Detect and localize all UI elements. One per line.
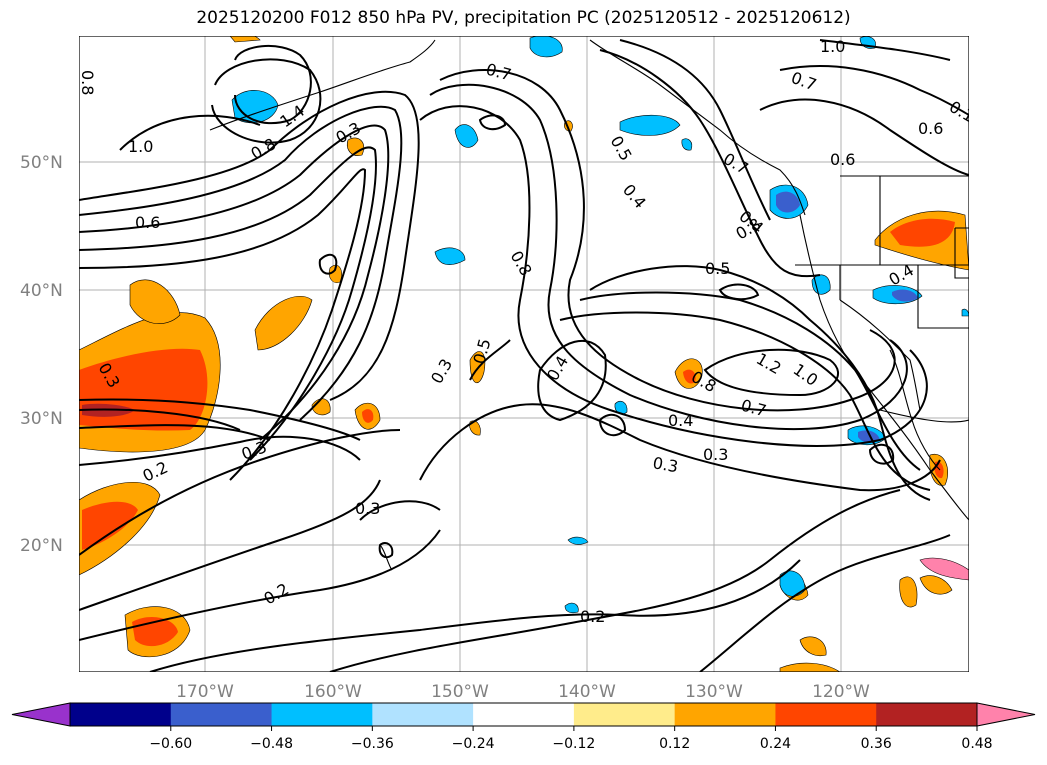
- colorbar-tick-label: 0.48: [961, 736, 992, 752]
- colorbar-segment: [70, 703, 172, 726]
- colorbar-extend-min: [11, 702, 71, 727]
- colorbar-segment: [876, 703, 978, 726]
- precip-positive: [79, 36, 969, 672]
- lon-label: 160°W: [304, 682, 362, 702]
- colorbar-extend-max: [976, 702, 1036, 727]
- lon-label: 130°W: [685, 682, 743, 702]
- contour-label: 0.6: [135, 213, 160, 232]
- colorbar-tick-label: −0.48: [250, 736, 293, 752]
- colorbar-segment: [775, 703, 877, 726]
- colorbar-tick-label: 0.36: [861, 736, 892, 752]
- gridlines: [79, 36, 969, 672]
- colorbar-segment: [674, 703, 776, 726]
- colorbar-segment: [473, 703, 575, 726]
- lat-label: 40°N: [20, 281, 63, 301]
- map-title: 2025120200 F012 850 hPa PV, precipitatio…: [196, 8, 851, 28]
- colorbar-ticks: −0.60 −0.48 −0.36 −0.24 −0.12 0.12 0.24 0.36 0.4…: [149, 726, 993, 752]
- lon-label: 120°W: [812, 682, 870, 702]
- coastline: [209, 39, 969, 571]
- lon-label: 150°W: [431, 682, 489, 702]
- lat-label: 30°N: [20, 409, 63, 429]
- colorbar-tick-label: 0.12: [659, 736, 690, 752]
- contour-label: 0.4: [668, 411, 693, 430]
- colorbar-segment: [271, 703, 373, 726]
- contour-label: 0.6: [830, 150, 855, 169]
- lat-labels: 50°N 40°N 30°N 20°N: [20, 153, 63, 556]
- contour-label: 0.2: [580, 607, 605, 626]
- lon-label: 170°W: [176, 682, 234, 702]
- contour-label: 0.3: [651, 453, 679, 476]
- lon-labels: 170°W 160°W 150°W 140°W 130°W 120°W: [176, 682, 870, 702]
- map-panel: 1.0 0.7 0.8 1.4 0.8 0.3 1.0 0.6 0.7 0.5 …: [78, 36, 969, 672]
- contour-label: 0.6: [918, 119, 943, 138]
- contour-label: 0.3: [703, 445, 728, 464]
- colorbar-segment: [573, 703, 676, 726]
- contour-label: 0.8: [78, 70, 97, 95]
- colorbar: [11, 702, 1036, 727]
- colorbar-tick-label: −0.24: [452, 736, 495, 752]
- colorbar-tick-label: −0.36: [351, 736, 394, 752]
- colorbar-segment: [372, 703, 474, 726]
- contour-label: 1.0: [128, 137, 153, 156]
- colorbar-segment: [170, 703, 273, 726]
- contour-label: 0.3: [355, 499, 380, 518]
- colorbar-tick-label: −0.12: [552, 736, 595, 752]
- lon-label: 140°W: [558, 682, 616, 702]
- contour-label: 0.5: [705, 259, 730, 278]
- colorbar-tick-label: −0.60: [149, 736, 192, 752]
- lat-label: 20°N: [20, 536, 63, 556]
- pv-contours: [79, 39, 969, 672]
- lat-label: 50°N: [20, 153, 63, 173]
- contour-label: 1.0: [820, 37, 845, 56]
- colorbar-tick-label: 0.24: [760, 736, 791, 752]
